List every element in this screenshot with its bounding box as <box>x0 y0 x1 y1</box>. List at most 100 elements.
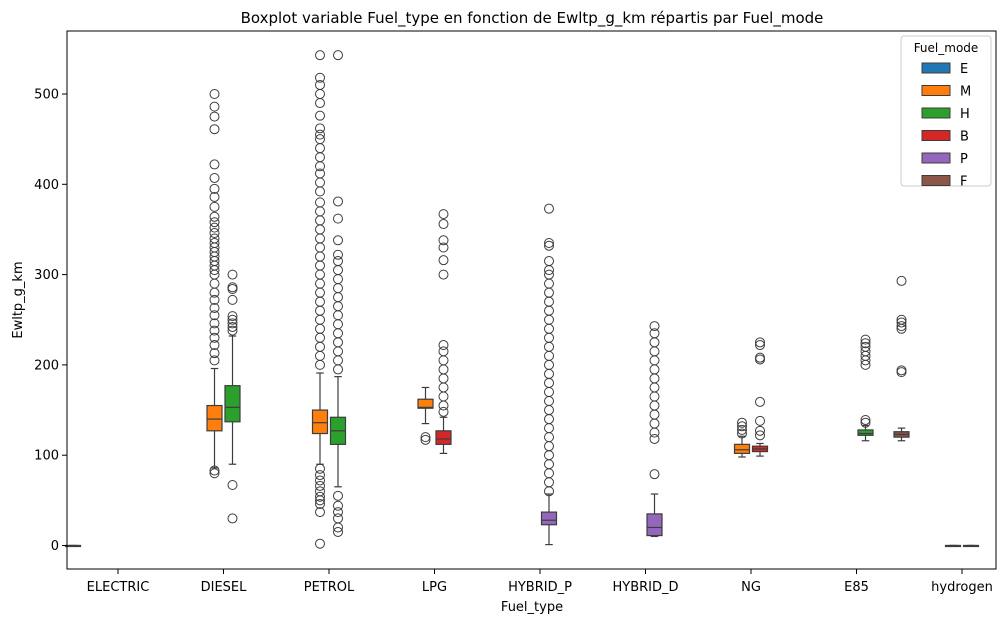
outlier-point <box>544 414 554 425</box>
outlier-point <box>649 328 660 339</box>
outlier-point <box>544 305 554 316</box>
outlier-point <box>438 400 449 411</box>
outlier-point <box>755 337 765 348</box>
outlier-point <box>227 269 238 280</box>
outlier-point <box>544 386 554 397</box>
box-e85-h <box>857 334 874 442</box>
outlier-point <box>649 427 660 438</box>
outlier-point <box>544 405 554 416</box>
outlier-point <box>333 513 343 524</box>
outlier-point <box>896 365 907 376</box>
outlier-point <box>544 459 554 470</box>
outlier-point <box>755 340 765 351</box>
outlier-point <box>438 406 449 417</box>
legend-swatch-e <box>921 62 951 74</box>
outlier-point <box>209 318 220 329</box>
outlier-point <box>315 323 325 334</box>
outlier-point <box>227 513 238 524</box>
outlier-point <box>209 310 220 321</box>
box-petrol-m <box>311 50 329 549</box>
outlier-point <box>544 423 554 434</box>
box-ng-b <box>751 337 769 457</box>
outlier-point <box>438 209 449 220</box>
outlier-point <box>649 409 660 420</box>
outlier-point <box>544 441 554 452</box>
box-iqr <box>733 443 751 454</box>
plot-frame <box>66 30 997 570</box>
outlier-point <box>896 317 907 328</box>
outlier-point <box>209 325 220 336</box>
legend-label-f: F <box>960 175 967 190</box>
outlier-point <box>438 242 449 253</box>
outlier-point <box>860 341 871 352</box>
legend-swatch-p <box>921 152 951 164</box>
outlier-point <box>315 287 325 298</box>
y-axis-label: Ewltp_g_km <box>11 261 26 338</box>
outlier-point <box>649 346 660 357</box>
outlier-point <box>209 172 220 183</box>
outlier-point <box>649 364 660 375</box>
outlier-point <box>333 310 343 321</box>
outlier-point <box>649 418 660 429</box>
outlier-point <box>209 222 220 233</box>
legend-swatch-b <box>921 130 951 141</box>
outlier-point <box>860 414 871 425</box>
outlier-point <box>315 143 325 154</box>
outlier-point <box>438 235 449 246</box>
outlier-point <box>438 269 449 280</box>
outlier-point <box>209 111 220 122</box>
x-tick-label: PETROL <box>304 580 355 595</box>
outlier-point <box>227 294 238 305</box>
outlier-point <box>315 341 325 352</box>
outlier-point <box>209 355 220 366</box>
outlier-point <box>315 79 325 90</box>
x-axis: ELECTRIC DIESEL PETROL LPG HYBRID_P HYBRID_D N… <box>87 569 993 595</box>
outlier-point <box>860 338 871 349</box>
outlier-point <box>755 425 765 436</box>
outlier-point <box>315 332 325 343</box>
outlier-point <box>333 364 343 375</box>
outlier-point <box>209 332 220 343</box>
legend-title: Fuel_mode <box>914 41 979 55</box>
box-electric-e <box>64 544 82 548</box>
outlier-point <box>420 432 431 443</box>
outlier-point <box>544 278 554 289</box>
outlier-point <box>315 50 325 61</box>
outlier-point <box>315 110 325 121</box>
outlier-point <box>333 301 343 312</box>
outlier-point <box>315 224 325 235</box>
outlier-point <box>209 228 220 239</box>
x-tick-label: E85 <box>844 580 869 595</box>
x-tick-label: LPG <box>422 580 447 595</box>
outlier-point <box>315 89 325 99</box>
box-iqr <box>224 385 241 423</box>
outlier-point <box>315 206 325 217</box>
outlier-point <box>227 321 238 332</box>
outlier-point <box>227 479 238 490</box>
outlier-point <box>209 233 220 244</box>
box-iqr <box>311 409 329 435</box>
outlier-point <box>755 352 765 363</box>
outlier-point <box>209 303 220 314</box>
outlier-point <box>333 256 343 267</box>
outlier-point <box>209 211 220 222</box>
y-tick-label: 200 <box>34 358 59 373</box>
outlier-point <box>209 159 220 170</box>
outlier-point <box>755 415 765 426</box>
legend-label-b: B <box>960 130 969 145</box>
outlier-point <box>209 278 220 289</box>
outlier-point <box>544 450 554 461</box>
legend-swatch-m <box>921 85 951 96</box>
outlier-point <box>333 213 343 224</box>
outlier-point <box>544 396 554 407</box>
outlier-point <box>209 465 220 476</box>
outlier-point <box>315 470 325 481</box>
outlier-point <box>544 477 554 488</box>
outlier-point <box>438 255 449 266</box>
outlier-point <box>544 203 554 214</box>
outlier-point <box>209 348 220 359</box>
outlier-point <box>315 269 325 280</box>
x-tick-label: HYBRID_D <box>612 580 678 595</box>
outlier-point <box>315 463 325 474</box>
outlier-point <box>544 368 554 379</box>
